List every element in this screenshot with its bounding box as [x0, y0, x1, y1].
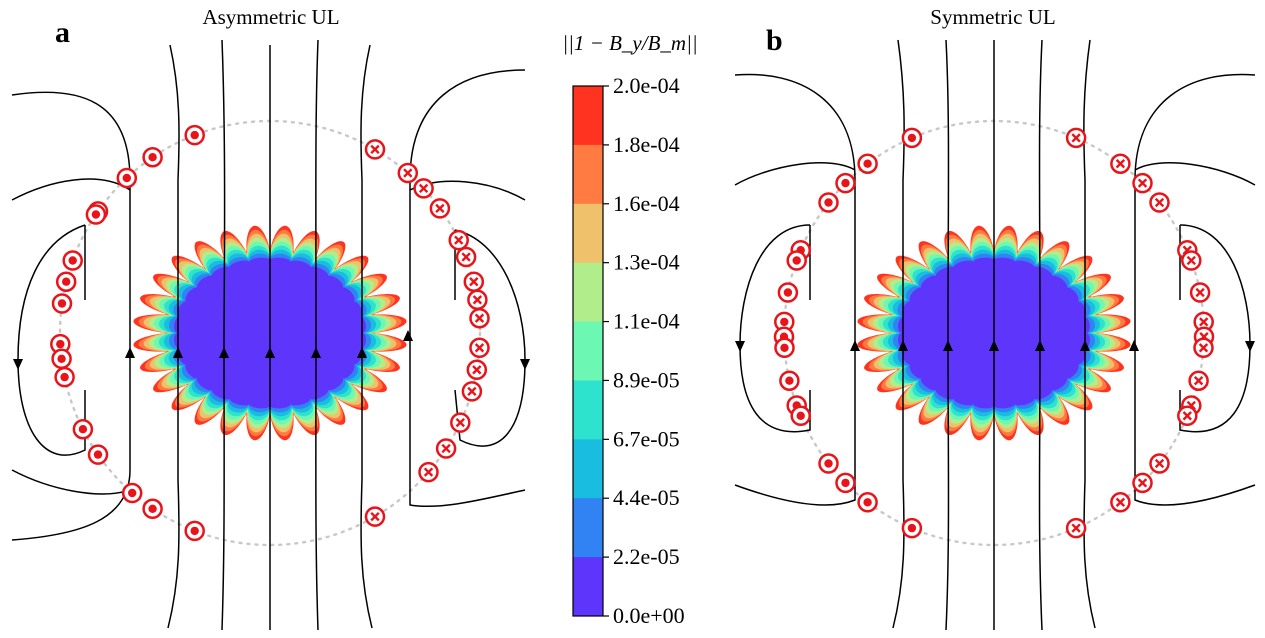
current-out-marker	[818, 453, 839, 474]
colorbar-band	[573, 144, 603, 205]
colorbar-tick-label: 1.1e-04	[613, 309, 680, 334]
colorbar-band	[573, 380, 603, 440]
current-out-marker	[142, 146, 163, 168]
current-in-marker	[429, 198, 451, 219]
colorbar-band	[573, 203, 603, 264]
panel-a: a Asymmetric UL	[11, 5, 530, 631]
current-in-marker	[413, 178, 434, 199]
current-in-marker	[1181, 250, 1202, 271]
current-in-marker	[469, 307, 490, 329]
panel-a-letter: a	[55, 16, 70, 49]
current-out-marker	[818, 192, 839, 213]
current-out-marker	[51, 348, 72, 370]
current-out-marker	[142, 498, 163, 520]
current-in-marker	[467, 289, 488, 311]
colorbar-tick-label: 2.0e-04	[613, 73, 680, 98]
colorbar-band	[573, 262, 603, 323]
panel-b-title: Symmetric UL	[930, 5, 1055, 29]
colorbar-frame	[572, 85, 604, 617]
current-in-marker	[364, 506, 386, 527]
current-out-marker	[51, 293, 73, 314]
colorbar-band	[573, 321, 603, 381]
current-in-marker	[1149, 453, 1170, 474]
current-in-marker	[1132, 472, 1153, 494]
current-out-marker	[786, 250, 807, 271]
colorbar-band	[573, 498, 603, 558]
current-out-marker	[116, 167, 138, 189]
current-out-marker	[774, 337, 795, 359]
colorbar-tick-label: 8.9e-05	[613, 367, 680, 392]
current-in-marker	[455, 246, 477, 268]
current-in-marker	[1065, 517, 1087, 539]
current-out-marker	[85, 204, 107, 225]
current-in-marker	[1132, 172, 1153, 194]
colorbar-tick-label: 2.2e-05	[613, 544, 680, 569]
current-in-marker	[1193, 337, 1214, 359]
current-in-marker	[1149, 192, 1170, 213]
current-in-marker	[469, 337, 490, 359]
current-out-marker	[184, 520, 205, 542]
current-out-marker	[777, 282, 799, 303]
colorbar-tick-label: 1.3e-04	[613, 250, 680, 275]
current-out-marker	[184, 124, 205, 146]
colorbar: ||1 − B_y/B_m|| 2.0e-04 1.8e-04 1.6e-04 1.3…	[562, 31, 697, 628]
colorbar-band	[573, 86, 603, 146]
current-out-marker	[54, 366, 75, 388]
current-out-marker	[779, 370, 800, 391]
current-in-marker	[450, 412, 471, 433]
current-in-marker	[364, 139, 386, 160]
current-in-marker	[397, 162, 419, 184]
current-in-marker	[1110, 153, 1131, 174]
current-out-marker	[901, 517, 923, 539]
panel-a-title: Asymmetric UL	[202, 5, 339, 29]
colorbar-tick-label: 1.6e-04	[613, 191, 680, 216]
current-out-marker	[72, 418, 94, 440]
current-out-marker	[835, 172, 856, 194]
colorbar-tick-label: 4.4e-05	[613, 485, 680, 510]
panel-b-letter: b	[766, 24, 783, 57]
panel-b: b Symmetric UL	[734, 5, 1256, 631]
current-in-marker	[1188, 370, 1209, 391]
current-in-marker	[435, 438, 457, 459]
current-in-marker	[1065, 127, 1087, 149]
current-out-marker	[87, 444, 109, 465]
current-out-marker	[857, 153, 878, 174]
current-out-marker	[790, 405, 811, 427]
current-in-marker	[463, 271, 485, 292]
colorbar-tick-label: 6.7e-05	[613, 426, 680, 451]
colorbar-band	[573, 557, 603, 617]
current-in-marker	[448, 229, 469, 251]
current-in-marker	[1177, 405, 1198, 427]
colorbar-band	[573, 439, 603, 499]
current-in-marker	[418, 461, 439, 483]
current-in-marker	[461, 381, 483, 402]
colorbar-tick-label: 1.8e-04	[613, 132, 680, 157]
current-out-marker	[857, 492, 878, 513]
current-out-marker	[835, 472, 856, 494]
current-out-marker	[62, 250, 83, 271]
current-in-marker	[1189, 282, 1211, 303]
current-out-marker	[55, 271, 77, 292]
current-out-marker	[901, 127, 923, 149]
colorbar-title: ||1 − B_y/B_m||	[562, 31, 697, 55]
current-in-marker	[466, 359, 488, 381]
current-out-marker	[121, 482, 143, 504]
current-in-marker	[1110, 492, 1131, 513]
colorbar-tick-label: 0.0e+00	[613, 603, 685, 628]
